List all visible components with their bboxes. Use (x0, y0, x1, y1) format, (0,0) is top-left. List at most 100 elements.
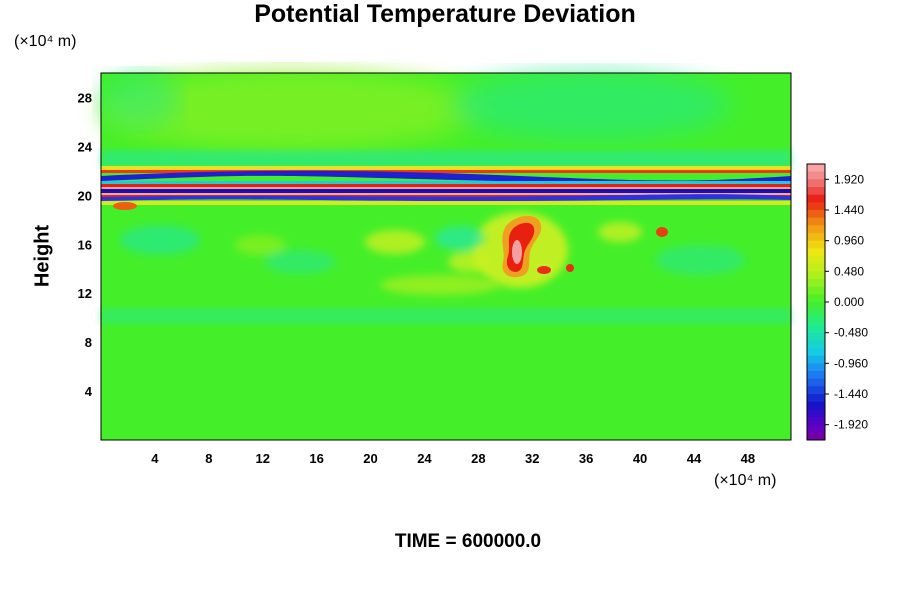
colorbar-segment (807, 401, 825, 410)
band-red-3 (101, 195, 791, 197)
band-yellow-top (101, 166, 791, 171)
y-axis-unit: (×10⁴ m) (14, 33, 77, 50)
cool-layer (101, 150, 791, 168)
band-blue-wave (101, 170, 791, 184)
y-tick-label: 28 (78, 90, 92, 105)
colorbar-segment (807, 417, 825, 426)
x-tick-label: 16 (309, 451, 323, 466)
x-tick-label: 44 (687, 451, 702, 466)
y-tick-label: 4 (85, 384, 93, 399)
x-tick-label: 36 (579, 451, 593, 466)
colorbar-segment (807, 210, 825, 219)
y-axis-ticks: 4 8 12 16 20 24 28 (78, 90, 93, 399)
band-red-spot (113, 202, 137, 210)
x-axis-ticks: 4 8 12 16 20 24 28 32 36 40 44 48 (151, 451, 755, 466)
cool-patch (120, 225, 200, 255)
y-tick-label: 20 (78, 188, 92, 203)
x-tick-label: 28 (471, 451, 485, 466)
colorbar-tick-label: 0.960 (834, 234, 864, 248)
x-tick-label: 40 (633, 451, 647, 466)
band-red-2 (101, 184, 791, 187)
warm-patch (598, 222, 642, 242)
colorbar-segment (807, 432, 825, 441)
plume-side-3 (656, 227, 668, 237)
colorbar-segment (807, 325, 825, 334)
convective-plume (472, 212, 668, 288)
x-tick-label: 32 (525, 451, 539, 466)
colorbar-tick-label: 0.000 (834, 295, 864, 309)
band-pink (101, 187, 791, 189)
colorbar-tick-label: 0.480 (834, 264, 864, 278)
colorbar-segment (807, 340, 825, 349)
y-tick-label: 12 (78, 286, 92, 301)
colorbar-segment (807, 409, 825, 418)
chart-title: Potential Temperature Deviation (254, 0, 636, 28)
plume-side-1 (537, 266, 551, 274)
colorbar-tick-label: 1.440 (834, 203, 864, 217)
band-pink-2 (101, 193, 791, 195)
colorbar-segment (807, 225, 825, 234)
colorbar: 1.920 1.440 0.960 0.480 0.000 -0.480 -0.960 -1.… (806, 163, 868, 441)
cool-patch (265, 250, 335, 274)
colorbar-tick-label: -0.960 (834, 356, 868, 370)
colorbar-segment (807, 386, 825, 395)
colorbar-segment (807, 294, 825, 303)
colorbar-segment (807, 279, 825, 288)
band-yellow-bottom (101, 201, 791, 205)
plot-frame (100, 72, 792, 441)
lower-cool-layer (101, 308, 791, 324)
x-axis-unit: (×10⁴ m) (714, 472, 777, 489)
x-tick-label: 20 (363, 451, 377, 466)
plume-side-2 (566, 264, 574, 272)
colorbar-segment (807, 164, 825, 173)
colorbar-segment (807, 248, 825, 257)
time-label: TIME = 600000.0 (394, 531, 542, 552)
colorbar-segment (807, 363, 825, 372)
colorbar-segment (807, 371, 825, 380)
y-tick-label: 8 (85, 335, 92, 350)
colorbar-segment (807, 217, 825, 226)
plume-peak (512, 240, 522, 264)
colorbar-segment (807, 332, 825, 341)
colorbar-segment (807, 394, 825, 403)
colorbar-segment (807, 424, 825, 433)
colorbar-segment (807, 317, 825, 326)
colorbar-segment (807, 202, 825, 211)
band-cyan (101, 181, 791, 184)
colorbar-tick-label: -0.480 (834, 326, 868, 340)
upper-cool-blob-2 (100, 72, 180, 128)
colorbar-tick-label: 1.920 (834, 172, 864, 186)
colorbar-segment (807, 263, 825, 272)
x-tick-label: 8 (205, 451, 212, 466)
mid-level-patches (120, 222, 745, 295)
warm-patch (365, 230, 425, 254)
y-tick-label: 16 (78, 237, 92, 252)
colorbar-segment (807, 171, 825, 180)
warm-patch (235, 235, 285, 255)
band-red-1 (101, 170, 791, 173)
colorbar-segment (807, 194, 825, 203)
colorbar-segment (807, 256, 825, 265)
band-blue-lower (101, 194, 791, 202)
colorbar-tick-label: -1.440 (834, 387, 868, 401)
cool-patch (435, 226, 485, 250)
colorbar-segment (807, 355, 825, 364)
colorbar-segment (807, 378, 825, 387)
colorbar-segment (807, 240, 825, 249)
x-tick-label: 4 (151, 451, 159, 466)
colorbar-segment (807, 348, 825, 357)
colorbar-segment (807, 187, 825, 196)
colorbar-segment (807, 286, 825, 295)
x-tick-label: 12 (255, 451, 269, 466)
x-tick-label: 48 (741, 451, 755, 466)
colorbar-segment (807, 233, 825, 242)
upper-warm-blob (100, 70, 480, 150)
cool-patch (655, 245, 745, 275)
y-tick-label: 24 (78, 139, 93, 154)
warm-patch (448, 252, 492, 272)
x-tick-label: 24 (417, 451, 432, 466)
colorbar-segment (807, 271, 825, 280)
band-navy (101, 189, 791, 193)
colorbar-tick-label: -1.920 (834, 418, 868, 432)
